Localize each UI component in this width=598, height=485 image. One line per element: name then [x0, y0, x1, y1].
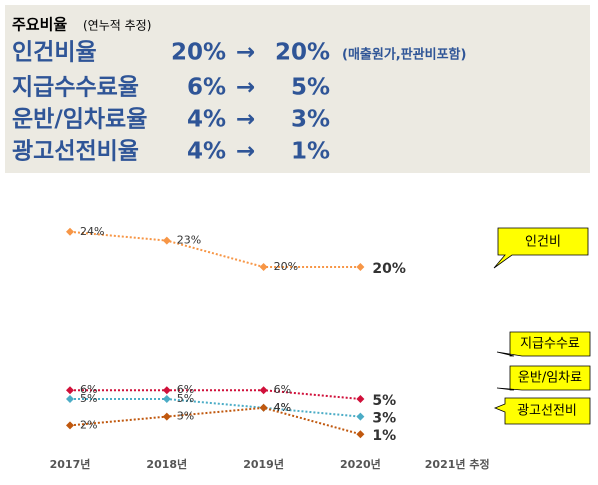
callout-box — [496, 331, 591, 357]
row-name: 지급수수료율 — [12, 75, 139, 101]
point-marker — [162, 412, 171, 421]
data-label: 2% — [80, 418, 97, 431]
row-from: 4% — [187, 107, 226, 133]
series-line — [69, 230, 361, 268]
point-marker — [162, 236, 171, 245]
data-label: 6% — [177, 383, 194, 396]
header-box — [5, 5, 590, 173]
data-label: 6% — [274, 383, 291, 396]
series-line — [69, 406, 361, 436]
data-label: 23% — [177, 234, 201, 247]
row-note: (매출원가,판관비포함) — [342, 47, 466, 63]
x-tick-label: 2020년 — [340, 457, 381, 471]
point-marker — [66, 395, 74, 403]
point-marker — [162, 395, 171, 403]
data-label: 5% — [372, 393, 396, 409]
point-marker — [259, 263, 268, 271]
row-name: 인건비율 — [12, 40, 97, 66]
x-tick-label: 2018년 — [146, 457, 187, 471]
data-label: 1% — [372, 428, 396, 444]
callout-label: 지급수수료 — [520, 337, 580, 352]
point-marker — [356, 395, 365, 403]
data-label: 24% — [80, 225, 104, 238]
row-from: 6% — [187, 75, 226, 101]
data-label: 6% — [80, 383, 97, 396]
x-tick-label: 2019년 — [243, 457, 284, 471]
row-arrow: → — [236, 139, 255, 165]
header-title: 주요비율 — [12, 16, 67, 34]
point-marker — [66, 227, 74, 236]
callout-box — [496, 365, 591, 391]
point-marker — [356, 412, 365, 421]
point-marker — [259, 386, 268, 395]
row-name: 광고선전비율 — [12, 139, 139, 165]
series-line — [70, 389, 361, 400]
series-line — [70, 398, 361, 418]
x-tick-label: 2017년 — [50, 457, 91, 471]
row-to: 3% — [291, 107, 330, 133]
data-label: 20% — [274, 260, 298, 273]
callout-label: 운반/임차료 — [518, 371, 582, 386]
callout-label: 광고선전비 — [517, 404, 577, 419]
row-to: 5% — [291, 75, 330, 101]
point-marker — [356, 430, 365, 439]
row-arrow: → — [236, 107, 255, 133]
data-label: 3% — [372, 411, 396, 427]
header-subtitle: (연누적 추정) — [83, 19, 151, 33]
data-label: 5% — [177, 392, 194, 405]
row-from: 4% — [187, 139, 226, 165]
callout-box — [493, 227, 589, 269]
point-marker — [66, 386, 74, 395]
data-label: 5% — [80, 392, 97, 405]
point-marker — [259, 403, 268, 412]
row-arrow: → — [236, 75, 255, 101]
data-label: 4% — [274, 401, 291, 414]
data-label: 20% — [372, 261, 406, 277]
callout-label: 인건비 — [525, 235, 561, 250]
row-arrow: → — [236, 40, 255, 66]
point-marker — [66, 421, 74, 430]
x-tick-label: 2021년 추정 — [425, 457, 490, 471]
point-marker — [356, 263, 365, 271]
point-marker — [162, 386, 171, 395]
row-to: 1% — [291, 139, 330, 165]
row-name: 운반/임차료율 — [12, 107, 147, 133]
data-label: 4% — [274, 401, 291, 414]
row-to: 20% — [275, 40, 330, 66]
row-from: 20% — [171, 40, 226, 66]
callout-box — [493, 397, 591, 425]
data-label: 3% — [177, 410, 194, 423]
